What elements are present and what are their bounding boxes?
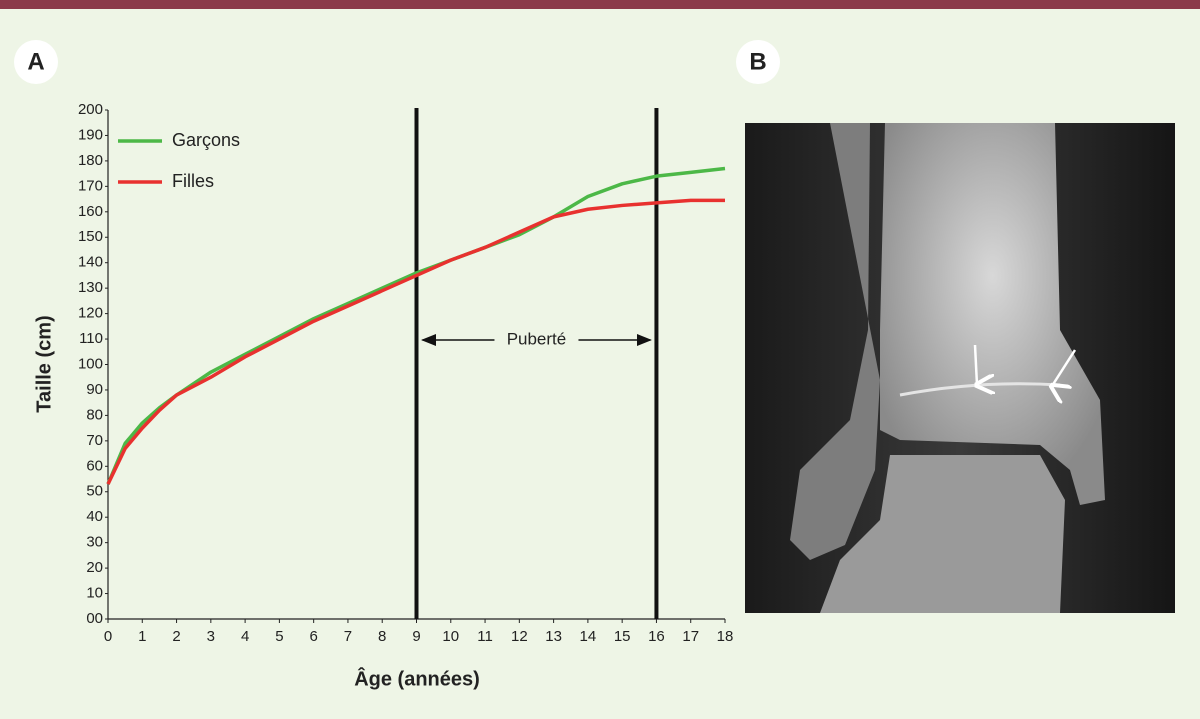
x-tick-label: 2	[172, 628, 180, 645]
x-tick-label: 16	[648, 628, 665, 645]
annotation: Puberté	[507, 329, 567, 348]
x-tick-label: 11	[477, 628, 493, 645]
y-tick-label: 130	[78, 279, 103, 296]
y-tick-label: 160	[78, 203, 103, 220]
y-tick-label: 100	[78, 355, 103, 372]
y-tick-label: 140	[78, 254, 103, 271]
y-tick-label: 50	[86, 483, 103, 500]
x-tick-label: 5	[275, 628, 283, 645]
y-tick-label: 180	[78, 152, 103, 169]
y-tick-label: 90	[86, 381, 103, 398]
top-bar	[0, 0, 1200, 9]
x-tick-label: 1	[138, 628, 146, 645]
x-tick-label: 18	[717, 628, 734, 645]
x-tick-label: 15	[614, 628, 631, 645]
y-axis-label: Taille (cm)	[33, 315, 55, 412]
y-tick-label: 170	[78, 177, 103, 194]
panel-badge	[736, 40, 780, 84]
x-tick-label: 8	[378, 628, 386, 645]
y-tick-label: 40	[86, 508, 103, 525]
legend-label: Filles	[172, 171, 214, 191]
y-tick-label: 30	[86, 534, 103, 551]
y-tick-label: 10	[86, 585, 103, 602]
x-tick-label: 0	[104, 628, 112, 645]
y-tick-label: 20	[86, 559, 103, 576]
panel-badge	[14, 40, 58, 84]
xray-image	[745, 123, 1175, 613]
y-tick-label: 110	[79, 330, 103, 347]
x-tick-label: 12	[511, 628, 528, 645]
x-tick-label: 14	[580, 628, 597, 645]
panel-label: B	[749, 48, 766, 75]
line-series	[106, 198, 725, 485]
annotation-bg	[494, 328, 579, 352]
x-tick-label: 17	[682, 628, 699, 645]
panel-label: A	[27, 48, 44, 75]
x-tick-label: 7	[344, 628, 352, 645]
x-tick-label: 6	[309, 628, 317, 645]
y-tick-label: 60	[86, 457, 103, 474]
y-tick-label: 190	[78, 126, 103, 143]
y-tick-label: 00	[86, 610, 103, 627]
x-axis-label: Âge (années)	[354, 666, 480, 690]
y-tick-label: 70	[86, 432, 103, 449]
x-tick-label: 10	[442, 628, 459, 645]
y-tick-label: 150	[78, 228, 103, 245]
x-tick-label: 13	[545, 628, 562, 645]
x-tick-label: 4	[241, 628, 249, 645]
y-tick-label: 200	[78, 101, 103, 118]
legend-label: Garçons	[172, 130, 240, 150]
y-tick-label: 120	[78, 305, 103, 322]
y-tick-label: 80	[86, 406, 103, 423]
x-tick-label: 9	[412, 628, 420, 645]
x-tick-label: 3	[207, 628, 215, 645]
